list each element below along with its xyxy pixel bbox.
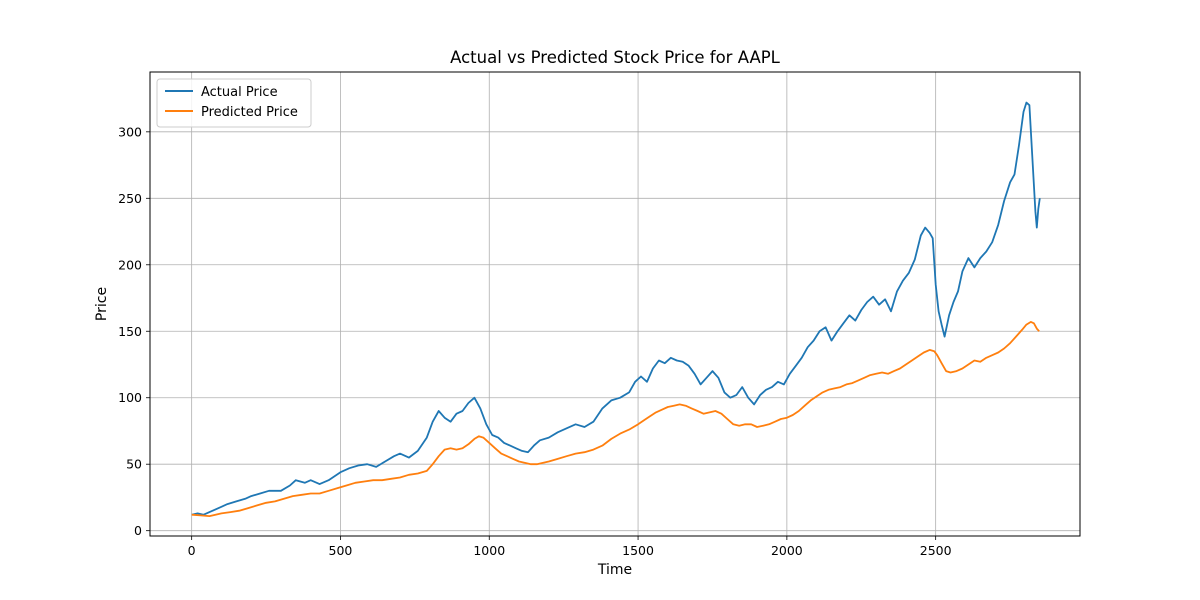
legend-label-actual: Actual Price [201,85,278,100]
y-tick-label: 100 [118,390,142,405]
legend-label-predicted: Predicted Price [201,105,298,120]
y-tick-label: 250 [118,191,142,206]
plot-frame [149,71,1081,537]
plot-series [191,101,1041,517]
x-tick-label: 1500 [622,543,654,558]
legend-box [156,78,312,128]
grid [150,72,1080,536]
y-tick-label: 200 [118,257,142,272]
y-axis-label: Price [94,287,110,321]
x-tick-label: 2000 [771,543,803,558]
legend: Actual Price Predicted Price [156,78,312,128]
x-axis-label: Time [597,562,632,578]
y-tick-label: 0 [134,523,142,538]
x-tick-label: 500 [329,543,353,558]
y-tick-label: 50 [126,457,142,472]
axis-ticks: 0 500 1000 1500 2000 2500 0 50 100 150 200 250 300 [118,124,951,558]
x-tick-label: 1000 [473,543,505,558]
series-line-actual [191,101,1041,516]
x-tick-label: 0 [188,543,196,558]
series-line-predicted [191,321,1040,517]
x-tick-label: 2500 [920,543,952,558]
y-tick-label: 150 [118,324,142,339]
y-tick-label: 300 [118,124,142,139]
chart-title: Actual vs Predicted Stock Price for AAPL [450,48,781,67]
